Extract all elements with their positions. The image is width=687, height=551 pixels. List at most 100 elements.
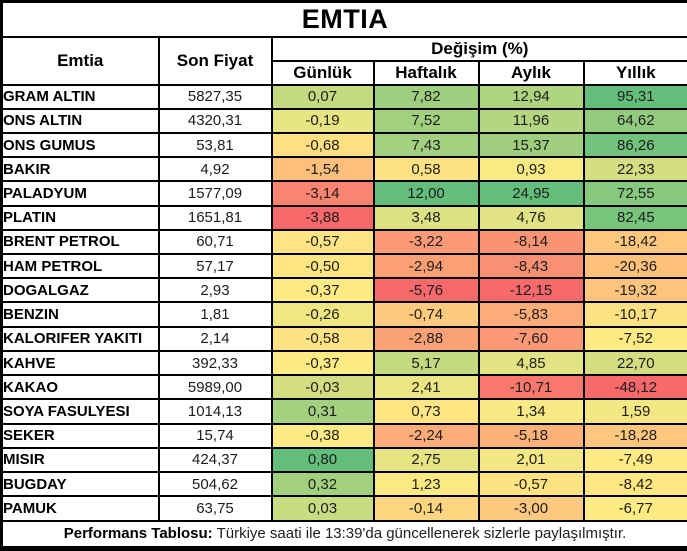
table-row: BENZIN 1,81 -0,26 -0,74 -5,83 -10,17 [0, 301, 687, 328]
change-gunluk: 0,80 [270, 446, 375, 474]
change-yillik: -7,49 [582, 446, 687, 474]
commodity-name: KAHVE [0, 349, 160, 377]
change-aylik: -7,60 [477, 325, 585, 352]
last-price: 392,33 [157, 349, 273, 377]
change-aylik: 12,94 [477, 83, 585, 110]
table-row: KAHVE 392,33 -0,37 5,17 4,85 22,70 [0, 349, 687, 377]
table-row: BAKIR 4,92 -1,54 0,58 0,93 22,33 [0, 156, 687, 183]
change-aylik: -5,83 [477, 301, 585, 328]
change-gunluk: -0,68 [270, 131, 375, 159]
change-yillik: -6,77 [582, 495, 687, 522]
last-price: 57,17 [157, 253, 273, 280]
change-haftalik: 7,52 [372, 107, 480, 134]
change-aylik: -5,18 [477, 422, 585, 449]
table-row: KALORIFER YAKITI 2,14 -0,58 -2,88 -7,60 -7,52 [0, 325, 687, 352]
change-gunluk: 0,03 [270, 495, 375, 522]
change-haftalik: 7,82 [372, 83, 480, 110]
last-price: 2,93 [157, 277, 273, 304]
table-row: GRAM ALTIN 5827,35 0,07 7,82 12,94 95,31 [0, 83, 687, 110]
change-aylik: -8,14 [477, 228, 585, 256]
change-gunluk: -0,57 [270, 228, 375, 256]
change-haftalik: 0,58 [372, 156, 480, 183]
table-row: PAMUK 63,75 0,03 -0,14 -3,00 -6,77 [0, 495, 687, 522]
commodity-name: BENZIN [0, 301, 160, 328]
table-row: KAKAO 5989,00 -0,03 2,41 -10,71 -48,12 [0, 374, 687, 401]
col-header-aylik: Aylık [477, 59, 585, 86]
last-price: 60,71 [157, 228, 273, 256]
last-price: 1651,81 [157, 204, 273, 231]
change-haftalik: -2,88 [372, 325, 480, 352]
footer-text: Türkiye saati ile 13:39'da güncellenerek… [216, 525, 627, 543]
table-row: HAM PETROL 57,17 -0,50 -2,94 -8,43 -20,36 [0, 253, 687, 280]
commodity-name: BRENT PETROL [0, 228, 160, 256]
change-haftalik: -0,14 [372, 495, 480, 522]
change-yillik: -18,28 [582, 422, 687, 449]
commodity-name: PALADYUM [0, 180, 160, 207]
change-haftalik: 0,73 [372, 398, 480, 425]
change-gunluk: 0,32 [270, 470, 375, 498]
change-yillik: 22,70 [582, 349, 687, 377]
change-haftalik: 3,48 [372, 204, 480, 231]
table-row: SOYA FASULYESI 1014,13 0,31 0,73 1,34 1,59 [0, 398, 687, 425]
col-header-son-fiyat: Son Fiyat [157, 35, 273, 86]
change-aylik: 4,76 [477, 204, 585, 231]
table-row: DOGALGAZ 2,93 -0,37 -5,76 -12,15 -19,32 [0, 277, 687, 304]
change-aylik: 4,85 [477, 349, 585, 377]
table-body: GRAM ALTIN 5827,35 0,07 7,82 12,94 95,31 ONS A… [0, 83, 687, 522]
change-aylik: 2,01 [477, 446, 585, 474]
last-price: 4,92 [157, 156, 273, 183]
commodity-name: SEKER [0, 422, 160, 449]
change-gunluk: -0,26 [270, 301, 375, 328]
commodity-name: MISIR [0, 446, 160, 474]
table-row: ONS GUMUS 53,81 -0,68 7,43 15,37 86,26 [0, 131, 687, 159]
change-gunluk: -1,54 [270, 156, 375, 183]
commodity-name: SOYA FASULYESI [0, 398, 160, 425]
change-yillik: 22,33 [582, 156, 687, 183]
last-price: 1014,13 [157, 398, 273, 425]
table-row: SEKER 15,74 -0,38 -2,24 -5,18 -18,28 [0, 422, 687, 449]
change-yillik: -48,12 [582, 374, 687, 401]
change-haftalik: -2,94 [372, 253, 480, 280]
col-header-haftalik: Haftalık [372, 59, 480, 86]
commodity-name: PAMUK [0, 495, 160, 522]
table-row: PLATIN 1651,81 -3,88 3,48 4,76 82,45 [0, 204, 687, 231]
change-gunluk: 0,07 [270, 83, 375, 110]
change-gunluk: -3,14 [270, 180, 375, 207]
change-yillik: 86,26 [582, 131, 687, 159]
footer-note: Performans Tablosu: Türkiye saati ile 13… [0, 519, 687, 550]
change-gunluk: -0,03 [270, 374, 375, 401]
col-header-gunluk: Günlük [270, 59, 375, 86]
commodity-name: BUGDAY [0, 470, 160, 498]
last-price: 1577,09 [157, 180, 273, 207]
change-yillik: -20,36 [582, 253, 687, 280]
col-header-degisim: Değişim (%) [270, 35, 687, 62]
last-price: 63,75 [157, 495, 273, 522]
header-row-periods: Günlük Haftalık Aylık Yıllık [2, 59, 687, 86]
change-yillik: 72,55 [582, 180, 687, 207]
table-row: BUGDAY 504,62 0,32 1,23 -0,57 -8,42 [0, 470, 687, 498]
last-price: 504,62 [157, 470, 273, 498]
title-row: EMTIA [0, 0, 687, 38]
table-row: MISIR 424,37 0,80 2,75 2,01 -7,49 [0, 446, 687, 474]
last-price: 2,14 [157, 325, 273, 352]
change-aylik: 0,93 [477, 156, 585, 183]
last-price: 5827,35 [157, 83, 273, 110]
commodity-name: DOGALGAZ [0, 277, 160, 304]
change-haftalik: -0,74 [372, 301, 480, 328]
change-haftalik: 5,17 [372, 349, 480, 377]
last-price: 1,81 [157, 301, 273, 328]
last-price: 5989,00 [157, 374, 273, 401]
change-haftalik: 1,23 [372, 470, 480, 498]
commodity-name: ONS GUMUS [0, 131, 160, 159]
change-yillik: 64,62 [582, 107, 687, 134]
last-price: 4320,31 [157, 107, 273, 134]
change-aylik: -8,43 [477, 253, 585, 280]
change-haftalik: 7,43 [372, 131, 480, 159]
change-aylik: -10,71 [477, 374, 585, 401]
change-yillik: -7,52 [582, 325, 687, 352]
change-gunluk: -0,19 [270, 107, 375, 134]
col-header-yillik: Yıllık [582, 59, 687, 86]
col-header-emtia: Emtia [0, 35, 160, 86]
